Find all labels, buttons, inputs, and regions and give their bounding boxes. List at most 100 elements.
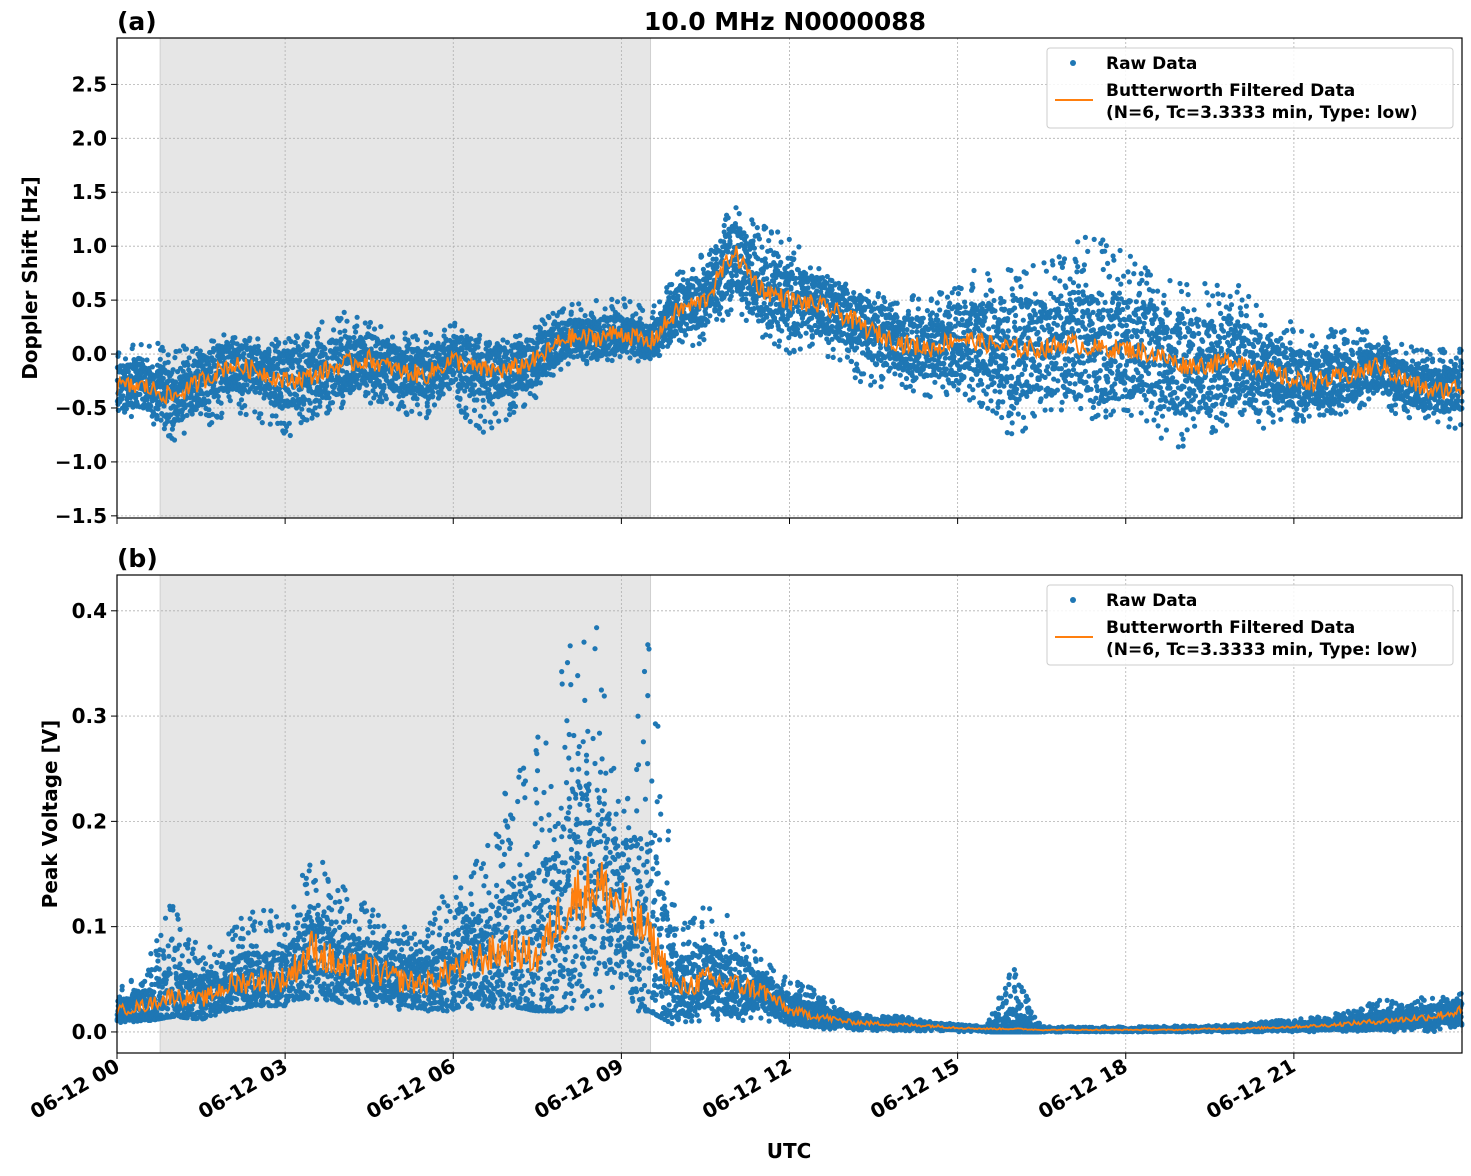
raw-data-point [377, 379, 382, 384]
raw-data-point [951, 383, 956, 388]
raw-data-point [155, 341, 160, 346]
raw-data-point [351, 335, 356, 340]
raw-data-point [937, 307, 942, 312]
raw-data-point [879, 384, 884, 389]
raw-data-point [481, 398, 486, 403]
raw-data-point [442, 328, 447, 333]
raw-data-point [726, 215, 731, 220]
raw-data-point [506, 357, 511, 362]
raw-data-point [810, 342, 815, 347]
raw-data-point [486, 387, 491, 392]
raw-data-point [772, 315, 777, 320]
raw-data-point [139, 342, 144, 347]
raw-data-point [404, 412, 409, 417]
raw-data-point [603, 306, 608, 311]
raw-data-point [177, 348, 182, 353]
raw-data-point [788, 286, 793, 291]
raw-data-point [624, 350, 629, 355]
raw-data-point [869, 374, 874, 379]
raw-data-point [221, 332, 226, 337]
raw-data-point [184, 413, 189, 418]
raw-data-point [631, 345, 636, 350]
raw-data-point [729, 294, 734, 299]
raw-data-point [151, 421, 156, 426]
raw-data-point [845, 291, 850, 296]
raw-data-point [300, 347, 305, 352]
raw-data-point [734, 273, 739, 278]
raw-data-point [566, 361, 571, 366]
raw-data-point [166, 352, 171, 357]
raw-data-point [273, 413, 278, 418]
raw-data-point [674, 331, 679, 336]
raw-data-point [342, 310, 347, 315]
raw-data-point [513, 392, 518, 397]
raw-data-point [849, 359, 854, 364]
raw-data-point [278, 394, 283, 399]
raw-data-point [366, 391, 371, 396]
raw-data-point [636, 358, 641, 363]
raw-data-point [368, 320, 373, 325]
chart-title: 10.0 MHz N0000088 [644, 7, 926, 36]
raw-data-point [305, 340, 310, 345]
raw-data-point [219, 401, 224, 406]
raw-data-point [705, 319, 710, 324]
raw-data-point [452, 321, 457, 326]
raw-data-point [130, 343, 135, 348]
raw-data-point [963, 304, 968, 309]
raw-data-point [533, 395, 538, 400]
raw-data-point [914, 329, 919, 334]
raw-data-point [865, 289, 870, 294]
raw-data-point [414, 396, 419, 401]
raw-data-point [609, 297, 614, 302]
raw-data-point [854, 362, 859, 367]
raw-data-point [737, 211, 742, 216]
raw-data-point [640, 308, 645, 313]
raw-data-point [304, 417, 309, 422]
raw-data-point [627, 355, 632, 360]
raw-data-point [895, 301, 900, 306]
raw-data-point [657, 299, 662, 304]
raw-data-point [749, 261, 754, 266]
raw-data-point [428, 332, 433, 337]
raw-data-point [874, 361, 879, 366]
raw-data-point [911, 388, 916, 393]
raw-data-point [779, 328, 784, 333]
raw-data-point [551, 373, 556, 378]
raw-data-point [585, 351, 590, 356]
raw-data-point [441, 391, 446, 396]
raw-data-point [330, 400, 335, 405]
raw-data-point [258, 411, 263, 416]
raw-data-point [463, 351, 468, 356]
raw-data-point [287, 421, 292, 426]
raw-data-point [171, 367, 176, 372]
raw-data-point [456, 403, 461, 408]
raw-data-point [827, 319, 832, 324]
x-axis-label: UTC [767, 1139, 812, 1163]
raw-data-point [594, 298, 599, 303]
raw-data-point [955, 387, 960, 392]
y-axis-label-b: Peak Voltage [V] [38, 720, 62, 909]
raw-data-point [415, 337, 420, 342]
raw-data-point [481, 430, 486, 435]
raw-data-point [144, 357, 149, 362]
raw-data-point [777, 338, 782, 343]
raw-data-point [578, 307, 583, 312]
raw-data-point [496, 419, 501, 424]
raw-data-point [932, 380, 937, 385]
raw-data-point [875, 314, 880, 319]
raw-data-point [633, 311, 638, 316]
raw-data-point [313, 405, 318, 410]
raw-data-point [804, 331, 809, 336]
raw-data-point [958, 305, 963, 310]
raw-data-point [878, 345, 883, 350]
raw-data-point [372, 326, 377, 331]
raw-data-point [285, 367, 290, 372]
raw-data-point [295, 335, 300, 340]
y-tick-label: 0.5 [72, 288, 107, 312]
raw-data-point [733, 205, 738, 210]
raw-data-point [892, 371, 897, 376]
raw-data-point [777, 282, 782, 287]
raw-data-point [776, 344, 781, 349]
raw-data-point [384, 396, 389, 401]
raw-data-point [680, 270, 685, 275]
